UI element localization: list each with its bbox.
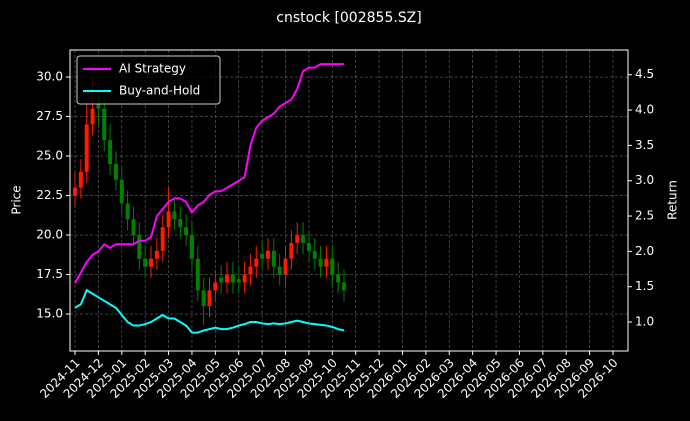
y2-tick-label: 1.5 <box>635 279 654 293</box>
candle-body <box>213 282 218 291</box>
candle-body <box>254 258 259 267</box>
candle-body <box>242 274 247 283</box>
y-tick-label: 17.5 <box>36 267 63 281</box>
line-series <box>74 63 344 284</box>
candle-body <box>166 211 171 228</box>
candle-body <box>342 282 346 291</box>
candle-body <box>108 140 113 164</box>
y-tick-label: 20.0 <box>36 228 63 242</box>
candle-body <box>283 258 288 275</box>
y2-tick-label: 4.5 <box>635 67 654 81</box>
candle-body <box>318 258 323 267</box>
candle-body <box>113 163 118 180</box>
candle-body <box>201 290 206 307</box>
candle-body <box>324 258 329 267</box>
y2-tick-label: 4.0 <box>635 103 654 117</box>
line-series <box>74 288 345 334</box>
y-tick-label: 30.0 <box>36 70 63 84</box>
y2-tick-label: 2.5 <box>635 209 654 223</box>
candle-body <box>248 266 253 275</box>
legend: AI Strategy Buy-and-Hold <box>76 55 221 105</box>
candle-body <box>271 250 276 267</box>
candle-body <box>336 274 341 283</box>
candle-body <box>189 235 194 259</box>
candle-body <box>178 219 183 228</box>
candle-body <box>277 266 282 275</box>
candle-body <box>207 290 212 307</box>
legend-label: AI Strategy <box>119 62 186 76</box>
candle-body <box>84 124 89 172</box>
candle-body <box>125 203 130 220</box>
candle-body <box>96 103 101 109</box>
y-tick-label: 22.5 <box>36 188 63 202</box>
candle-body <box>172 211 177 220</box>
candle-body <box>143 258 148 267</box>
candle-body <box>312 250 317 259</box>
candle-body <box>154 250 159 259</box>
candle-body <box>102 108 107 141</box>
legend-box <box>76 55 221 105</box>
candle-body <box>236 279 241 283</box>
candle-body <box>301 235 306 243</box>
candle-body <box>330 258 335 275</box>
candle-body <box>160 227 165 251</box>
y2-tick-label: 2.0 <box>635 244 654 258</box>
candle-body <box>90 108 95 125</box>
candle-body <box>195 258 200 291</box>
candle-body <box>184 227 189 236</box>
candle-body <box>260 253 265 259</box>
y2-tick-label: 3.0 <box>635 173 654 187</box>
candle-body <box>78 171 83 188</box>
candle-body <box>149 258 154 267</box>
legend-label: Buy-and-Hold <box>119 84 200 98</box>
y-tick-label: 25.0 <box>36 149 63 163</box>
candle-body <box>230 274 235 283</box>
candle-body <box>265 250 270 259</box>
chart-title: cnstock [002855.SZ] <box>276 10 421 26</box>
candle-body <box>219 277 224 283</box>
plot-frame <box>69 49 629 352</box>
candle-body <box>306 242 311 251</box>
y2-tick-label: 3.5 <box>635 138 654 152</box>
candle-body <box>119 179 124 204</box>
candle-body <box>289 242 294 259</box>
y-tick-label: 15.0 <box>36 307 63 321</box>
y2-axis-label: Return <box>666 180 680 220</box>
candle-body <box>225 274 230 283</box>
candle-body <box>295 235 300 243</box>
y-tick-label: 27.5 <box>36 109 63 123</box>
candle-body <box>137 235 142 259</box>
y-axis-label: Price <box>10 185 24 214</box>
candle-body <box>131 219 136 236</box>
candle-body <box>73 187 77 196</box>
y2-tick-label: 1.0 <box>635 315 654 329</box>
